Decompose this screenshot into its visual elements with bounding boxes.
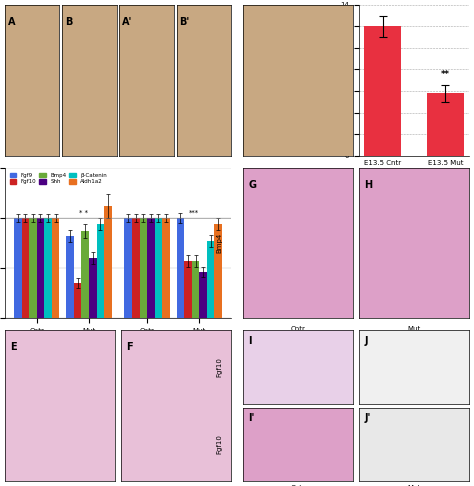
Text: F: F bbox=[127, 343, 133, 352]
Text: E12.5: E12.5 bbox=[53, 361, 73, 366]
Text: Mut: Mut bbox=[407, 326, 420, 332]
Bar bbox=[427, 93, 464, 156]
Bar bbox=[215, 224, 222, 318]
Bar bbox=[14, 218, 22, 318]
Text: Bmp4: Bmp4 bbox=[217, 233, 223, 253]
Text: Cntr: Cntr bbox=[291, 408, 305, 414]
Text: Cntr: Cntr bbox=[291, 326, 305, 332]
Bar bbox=[200, 272, 207, 318]
Text: E: E bbox=[10, 343, 17, 352]
Text: I': I' bbox=[248, 414, 255, 423]
Bar bbox=[89, 258, 97, 318]
Bar bbox=[66, 236, 74, 318]
Bar bbox=[162, 218, 170, 318]
Bar bbox=[184, 261, 192, 318]
Bar bbox=[155, 218, 162, 318]
Text: H: H bbox=[364, 180, 373, 190]
Text: ***: *** bbox=[189, 210, 199, 216]
Text: I: I bbox=[248, 336, 252, 347]
Text: * *: * * bbox=[79, 210, 88, 216]
Text: J: J bbox=[364, 336, 368, 347]
Bar bbox=[139, 218, 147, 318]
Text: Fgf10: Fgf10 bbox=[217, 357, 223, 377]
Text: Mut: Mut bbox=[407, 485, 420, 486]
Bar bbox=[52, 218, 59, 318]
Bar bbox=[177, 218, 184, 318]
Bar bbox=[125, 218, 132, 318]
Bar bbox=[207, 241, 215, 318]
Bar bbox=[82, 231, 89, 318]
Text: J': J' bbox=[364, 414, 371, 423]
Bar bbox=[22, 218, 29, 318]
Text: G: G bbox=[248, 180, 256, 190]
Text: A: A bbox=[8, 17, 15, 27]
Text: E13.5 Mut: E13.5 Mut bbox=[72, 174, 107, 180]
Bar bbox=[364, 26, 401, 156]
Text: A': A' bbox=[122, 17, 133, 27]
Bar bbox=[97, 224, 104, 318]
Text: Mut: Mut bbox=[407, 408, 420, 414]
Bar bbox=[74, 283, 82, 318]
Text: C: C bbox=[364, 0, 372, 2]
Text: Fgf10: Fgf10 bbox=[217, 434, 223, 454]
Y-axis label: # buds [left lobe]: # buds [left lobe] bbox=[330, 50, 337, 111]
Text: E13.5 Cntr: E13.5 Cntr bbox=[13, 174, 51, 180]
Text: B: B bbox=[65, 17, 72, 27]
Bar bbox=[147, 218, 155, 318]
Text: **: ** bbox=[441, 70, 450, 79]
Bar bbox=[36, 218, 44, 318]
Bar bbox=[132, 218, 139, 318]
Bar bbox=[44, 218, 52, 318]
Legend: Fgf9, Fgf10, Bmp4, Shh, β-Catenin, Aldh1a2: Fgf9, Fgf10, Bmp4, Shh, β-Catenin, Aldh1… bbox=[8, 171, 109, 187]
Bar bbox=[29, 218, 36, 318]
Bar bbox=[104, 206, 112, 318]
Text: E13.5: E13.5 bbox=[163, 361, 183, 366]
Text: B': B' bbox=[180, 17, 190, 27]
Bar bbox=[192, 261, 200, 318]
Text: Cntr: Cntr bbox=[291, 485, 305, 486]
